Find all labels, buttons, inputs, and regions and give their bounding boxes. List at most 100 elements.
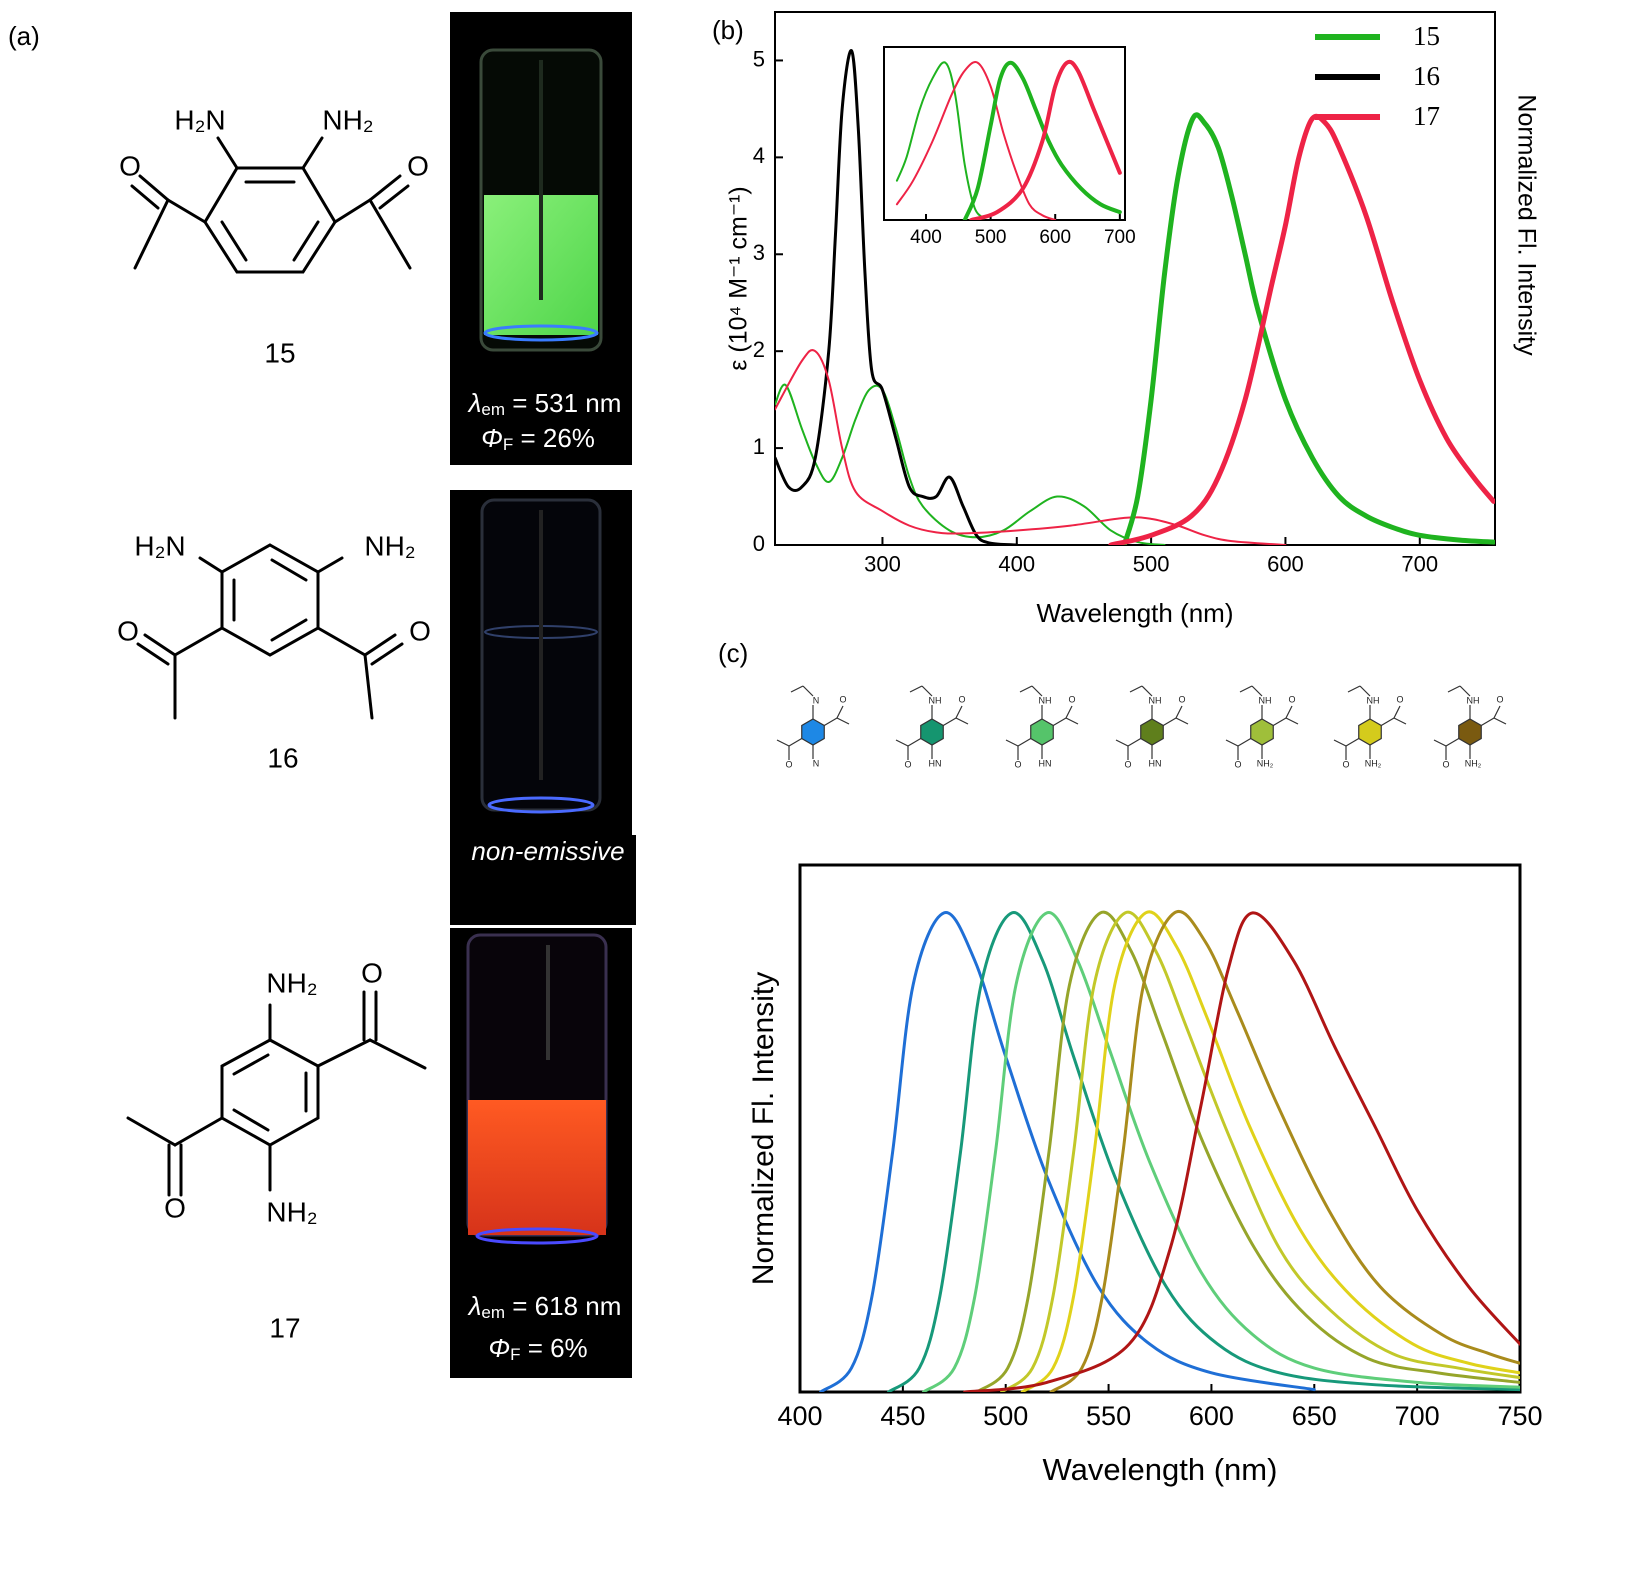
y-axis-label: Normalized Fl. Intensity <box>747 972 780 1285</box>
x-tick-label: 300 <box>864 552 901 577</box>
mini-bond <box>1239 685 1253 693</box>
mini-bond <box>1359 685 1371 697</box>
atom-label: O <box>407 150 429 181</box>
mini-bond <box>1347 685 1361 693</box>
mini-bond <box>1493 705 1501 719</box>
mini-label: O <box>904 759 911 769</box>
mini-label: N <box>813 758 820 768</box>
x-tick-label: 600 <box>1267 552 1304 577</box>
mini-bond <box>1433 739 1447 747</box>
legend-label: 16 <box>1413 61 1440 91</box>
mini-bond <box>1031 685 1043 697</box>
y-tick-label: 1 <box>753 434 765 459</box>
caption: ΦF = 6% <box>488 1333 587 1365</box>
caption: non-emissive <box>471 836 624 866</box>
mini-label: NH <box>929 695 942 705</box>
mini-label: O <box>1288 694 1295 704</box>
line-series <box>819 911 1316 1392</box>
y-tick-label: 4 <box>753 143 765 168</box>
caption: λem = 531 nm <box>467 388 622 420</box>
y-tick-label: 3 <box>753 240 765 265</box>
mini-bond <box>1052 717 1067 727</box>
mini-bond <box>895 739 909 747</box>
atom-label: O <box>117 615 139 646</box>
symbol: λ <box>467 1291 482 1321</box>
x-tick-label: 550 <box>1086 1401 1131 1431</box>
mini-bond <box>836 717 850 725</box>
y-tick-label: 5 <box>753 46 765 71</box>
photo-15 <box>450 12 632 465</box>
mini-label: O <box>785 759 792 769</box>
x-tick-label: 750 <box>1497 1401 1542 1431</box>
mini-label: NH <box>1367 695 1380 705</box>
mini-label: HN <box>1149 758 1162 768</box>
line-series <box>775 348 1287 545</box>
mini-bond <box>1285 705 1293 719</box>
mini-bond <box>907 737 922 747</box>
line-series <box>963 911 1520 1392</box>
symbol: λ <box>467 388 482 418</box>
mini-bond <box>1493 717 1507 725</box>
mini-bond <box>1345 737 1360 747</box>
series-group <box>775 49 1495 545</box>
symbol: Φ <box>481 423 503 453</box>
structure-17 <box>126 990 427 1197</box>
mini-label: NH₂ <box>1465 758 1482 768</box>
mini-label: O <box>1234 759 1241 769</box>
mini-ring <box>1140 718 1164 746</box>
mini-label: HN <box>929 758 942 768</box>
atom-label: H₂N <box>174 104 225 135</box>
line-series <box>1121 112 1495 545</box>
mini-bond <box>1141 685 1153 697</box>
mini-bond <box>776 739 790 747</box>
mini-label: HN <box>1039 758 1052 768</box>
series-group <box>895 59 1122 220</box>
line-series <box>962 60 1122 220</box>
mini-bond <box>1480 717 1495 727</box>
structure-15 <box>130 136 412 274</box>
atom-label: H₂N <box>134 530 185 561</box>
mini-label: O <box>1014 759 1021 769</box>
compound-number: 15 <box>264 337 295 368</box>
mini-bond <box>1127 737 1142 747</box>
mini-bond <box>802 685 814 697</box>
atom-label: NH₂ <box>266 1196 317 1227</box>
mini-bond <box>955 705 963 719</box>
plot-frame <box>798 863 1522 1394</box>
mini-bond <box>1017 737 1032 747</box>
mini-label: NH₂ <box>1365 758 1382 768</box>
line-series <box>775 383 1166 545</box>
x-axis-label: Wavelength (nm) <box>1043 1452 1278 1487</box>
line-series <box>1000 910 1520 1392</box>
mini-bond <box>1065 705 1073 719</box>
x-axis-label: Wavelength (nm) <box>1037 598 1234 628</box>
panel-label: (b) <box>712 15 744 45</box>
atom-label: NH₂ <box>364 530 415 561</box>
atom-label: NH₂ <box>322 104 373 135</box>
line-series <box>921 911 1520 1392</box>
mini-ring <box>1358 718 1382 746</box>
mini-bond <box>942 717 957 727</box>
series-group <box>819 909 1520 1392</box>
line-series <box>886 911 1520 1392</box>
x-tick-label: 700 <box>1104 227 1136 248</box>
subscript: em <box>481 400 505 419</box>
mini-bond <box>1459 685 1471 697</box>
mini-ring <box>1458 718 1482 746</box>
mini-label: O <box>958 694 965 704</box>
y2-axis-label: Normalized Fl. Intensity <box>1512 94 1540 356</box>
mini-bond <box>1447 685 1461 693</box>
mini-label: N <box>813 695 820 705</box>
mini-bond <box>909 685 923 693</box>
mini-label: O <box>1496 694 1503 704</box>
mini-label: NH <box>1039 695 1052 705</box>
mini-bond <box>790 685 804 693</box>
line-series <box>1108 113 1495 545</box>
mini-label: O <box>1342 759 1349 769</box>
photo-17 <box>450 928 632 1378</box>
mini-label: NH <box>1149 695 1162 705</box>
caption-value: = 618 nm <box>505 1291 621 1321</box>
caption-value: = 6% <box>520 1333 587 1363</box>
